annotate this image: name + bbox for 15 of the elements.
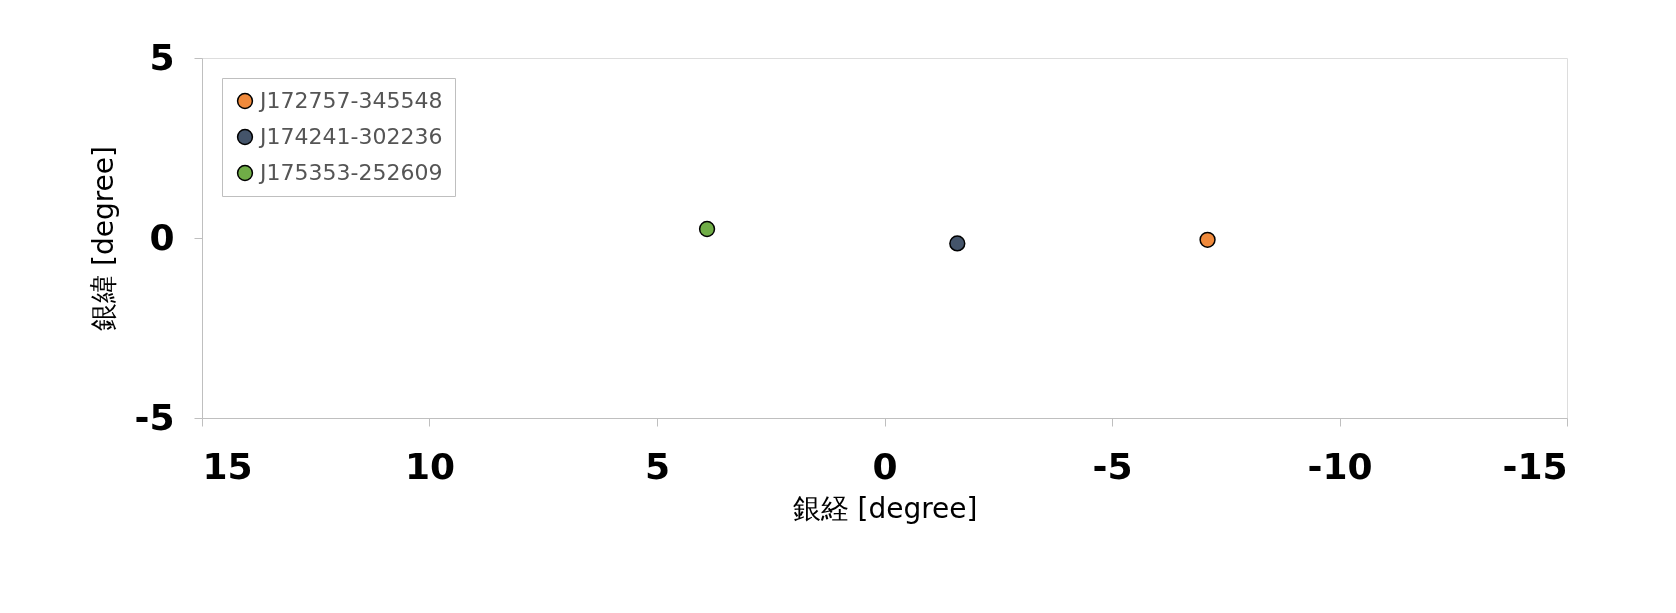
y-axis-title: 銀緯 [degree]	[86, 146, 120, 331]
y-tick-label: -5	[134, 396, 175, 438]
x-tick-label: 10	[404, 445, 456, 487]
x-axis-title: 銀経 [degree]	[792, 491, 978, 525]
legend-label: J175353-252609	[258, 160, 443, 185]
x-tick-label: 15	[202, 445, 253, 487]
legend-label: J172757-345548	[258, 88, 443, 113]
x-tick-label: 5	[644, 445, 671, 487]
x-tick-label: -15	[1502, 445, 1568, 487]
legend-label: J174241-302236	[258, 124, 443, 149]
x-tick-label: -5	[1092, 445, 1133, 487]
y-tick-label: 5	[149, 36, 175, 78]
y-tick-label: 0	[149, 216, 175, 258]
x-tick-label: -10	[1307, 445, 1373, 487]
x-tick-label: 0	[872, 445, 898, 487]
